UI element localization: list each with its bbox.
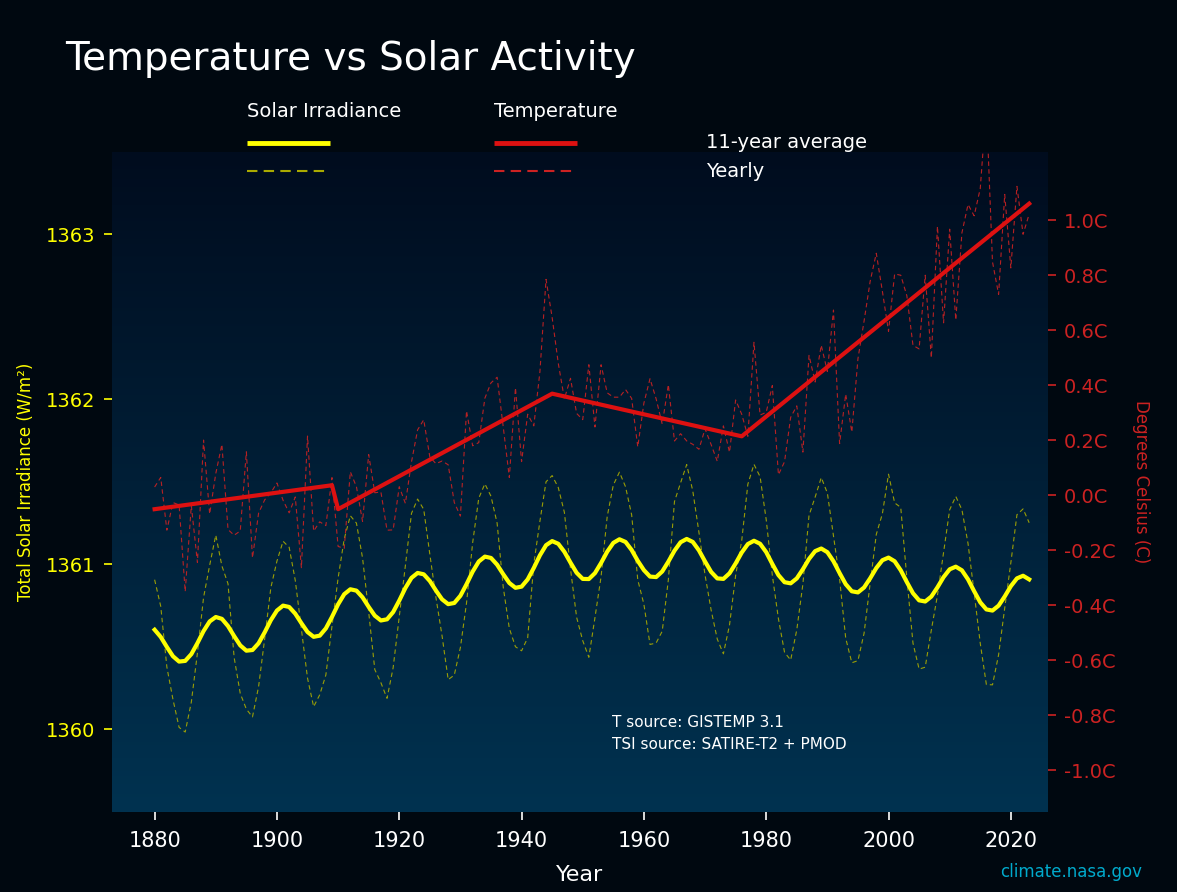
Text: Solar Irradiance: Solar Irradiance — [247, 102, 401, 121]
Text: climate.nasa.gov: climate.nasa.gov — [999, 863, 1142, 881]
Text: T source: GISTEMP 3.1
TSI source: SATIRE-T2 + PMOD: T source: GISTEMP 3.1 TSI source: SATIRE… — [612, 715, 847, 752]
Y-axis label: Total Solar Irradiance (W/m²): Total Solar Irradiance (W/m²) — [16, 362, 34, 601]
Text: Temperature vs Solar Activity: Temperature vs Solar Activity — [65, 40, 636, 78]
Text: Temperature: Temperature — [494, 102, 618, 121]
Text: 11-year average: 11-year average — [706, 133, 867, 153]
X-axis label: Year: Year — [556, 865, 604, 885]
Text: Yearly: Yearly — [706, 161, 764, 181]
Y-axis label: Degrees Celsius (C): Degrees Celsius (C) — [1132, 400, 1150, 564]
